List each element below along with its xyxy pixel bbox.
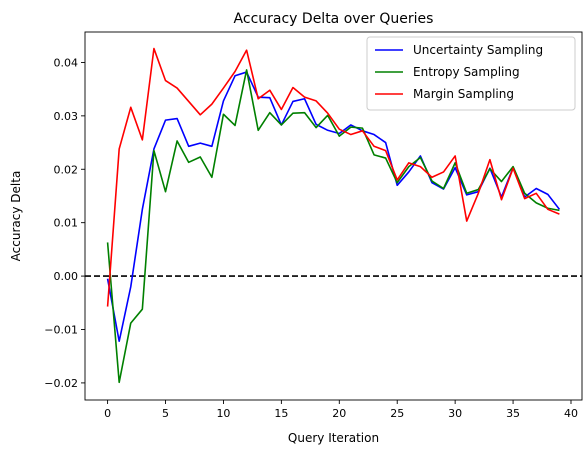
y-tick-label: 0.02 bbox=[54, 163, 79, 176]
y-tick-label: 0.03 bbox=[54, 110, 79, 123]
y-tick-label: −0.02 bbox=[44, 377, 78, 390]
legend-label: Uncertainty Sampling bbox=[413, 43, 543, 57]
x-tick-label: 10 bbox=[216, 407, 230, 420]
y-tick-label: −0.01 bbox=[44, 323, 78, 336]
series-line-margin-sampling bbox=[106, 47, 560, 307]
x-tick-label: 25 bbox=[390, 407, 404, 420]
legend: Uncertainty Sampling Entropy Sampling Marg… bbox=[366, 36, 576, 111]
x-tick-label: 0 bbox=[104, 407, 111, 420]
x-tick-label: 30 bbox=[448, 407, 462, 420]
x-tick-label: 40 bbox=[564, 407, 578, 420]
y-tick-label: 0.00 bbox=[54, 270, 79, 283]
x-tick-label: 15 bbox=[274, 407, 288, 420]
axes-frame bbox=[84, 31, 583, 401]
series-line-entropy-sampling bbox=[106, 69, 560, 384]
y-tick-label: 0.04 bbox=[54, 56, 79, 69]
y-tick-label: 0.01 bbox=[54, 217, 79, 230]
x-axis-label: Query Iteration bbox=[288, 431, 379, 445]
x-tick-label: 5 bbox=[162, 407, 169, 420]
plot-area: 0 5 10 15 20 25 30 35 40 −0.02 −0.01 0.00 0.01 0.02 0.… bbox=[44, 31, 583, 420]
legend-box bbox=[366, 36, 576, 111]
x-tick-label: 35 bbox=[506, 407, 520, 420]
x-tick-label: 20 bbox=[332, 407, 346, 420]
y-axis-label: Accuracy Delta bbox=[9, 171, 23, 262]
legend-label: Margin Sampling bbox=[413, 87, 514, 101]
chart-title: Accuracy Delta over Queries bbox=[234, 11, 434, 27]
legend-label: Entropy Sampling bbox=[413, 65, 520, 79]
